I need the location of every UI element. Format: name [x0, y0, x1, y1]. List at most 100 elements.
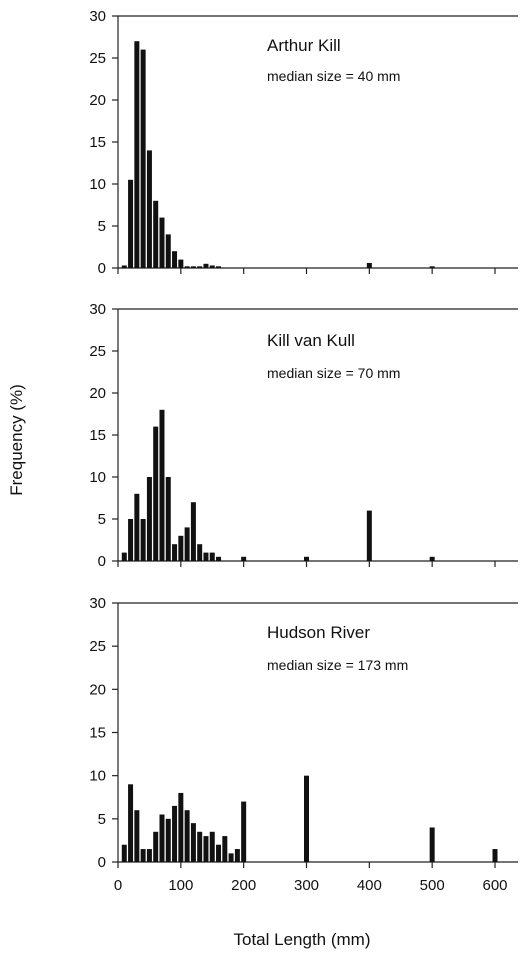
histogram-bar: [190, 266, 196, 268]
histogram-bar: [203, 836, 209, 862]
histogram-bar: [216, 266, 222, 268]
y-tick-label: 30: [89, 8, 106, 25]
histogram-bar: [216, 844, 222, 862]
median-annotation: median size = 70 mm: [267, 365, 400, 381]
panel-title: Kill van Kull: [267, 331, 355, 350]
histogram-bar: [197, 831, 203, 862]
x-tick-label: 500: [420, 877, 445, 894]
histogram-bar: [121, 265, 127, 268]
y-tick-label: 0: [98, 260, 106, 277]
x-axis-title: Total Length (mm): [234, 930, 371, 949]
histogram-bar: [190, 823, 196, 862]
histogram-bar: [134, 41, 140, 269]
y-tick-label: 0: [98, 553, 106, 570]
histogram-bar: [128, 784, 134, 862]
x-tick-label: 0: [114, 877, 122, 894]
histogram-bar: [234, 849, 240, 862]
histogram-bar: [178, 792, 184, 862]
y-tick-label: 5: [98, 811, 106, 828]
panel-1: 0 5 10 15 20 25 30 Kill van Kull median size = 7…: [89, 301, 518, 570]
histogram-bar: [209, 831, 215, 862]
y-tick-label: 25: [89, 343, 106, 360]
histogram-bar: [492, 849, 498, 862]
histogram-bar: [228, 853, 234, 862]
y-tick-label: 25: [89, 638, 106, 655]
histogram-bar: [184, 266, 190, 268]
y-tick-label: 20: [89, 681, 106, 698]
histogram-bar: [209, 265, 215, 268]
y-tick-label: 30: [89, 301, 106, 318]
y-tick-label: 15: [89, 427, 106, 444]
x-tick-label: 100: [168, 877, 193, 894]
histogram-bar: [222, 836, 228, 862]
y-tick-label: 25: [89, 50, 106, 67]
y-tick-label: 10: [89, 176, 106, 193]
histogram-bar: [172, 251, 178, 268]
histogram-bar: [429, 556, 435, 561]
histogram-bar: [304, 775, 309, 862]
panel-title: Hudson River: [267, 623, 370, 642]
histogram-bar: [178, 535, 184, 561]
y-tick-label: 15: [89, 725, 106, 742]
histogram-bar: [121, 844, 127, 862]
histogram-bar: [146, 150, 152, 268]
median-annotation: median size = 173 mm: [267, 657, 408, 673]
histogram-bar: [216, 556, 222, 561]
histogram-bar: [153, 426, 159, 561]
histogram-bar: [165, 818, 171, 862]
histogram-bar: [121, 552, 127, 561]
histogram-bar: [153, 200, 159, 268]
histogram-bar: [203, 263, 209, 268]
histogram-bar: [172, 805, 178, 862]
x-tick-label: 400: [357, 877, 382, 894]
histogram-bar: [146, 477, 152, 561]
histogram-bar: [134, 810, 140, 862]
histogram-bar: [134, 493, 140, 561]
histogram-bar: [140, 49, 146, 268]
histogram-bar: [190, 502, 196, 561]
histogram-bar: [165, 234, 171, 268]
panels: 0 5 10 15 20 25 30 Arthur Kill median size = 40 …: [89, 8, 518, 894]
histogram-bar: [429, 827, 435, 862]
y-axis-title: Frequency (%): [7, 384, 26, 495]
y-tick-label: 10: [89, 768, 106, 785]
histogram-bar: [366, 262, 372, 268]
y-tick-label: 20: [89, 92, 106, 109]
median-annotation: median size = 40 mm: [267, 68, 400, 84]
histogram-bar: [203, 552, 209, 561]
y-tick-label: 5: [98, 511, 106, 528]
histogram-bar: [146, 849, 152, 862]
histogram-bar: [159, 217, 165, 268]
histogram-bar: [153, 831, 159, 862]
histogram-bar: [209, 552, 215, 561]
histogram-bar: [165, 477, 171, 561]
panel-title: Arthur Kill: [267, 36, 341, 55]
histogram-bar: [140, 849, 146, 862]
x-tick-label: 300: [294, 877, 319, 894]
panel-0: 0 5 10 15 20 25 30 Arthur Kill median size = 40 …: [89, 8, 518, 277]
histogram-bar: [128, 519, 134, 561]
y-tick-label: 30: [89, 595, 106, 612]
histogram-bar: [429, 266, 435, 268]
y-tick-label: 15: [89, 134, 106, 151]
histogram-bar: [304, 556, 309, 561]
x-tick-label: 200: [231, 877, 256, 894]
histogram-bar: [241, 556, 247, 561]
y-tick-label: 5: [98, 218, 106, 235]
y-tick-label: 10: [89, 469, 106, 486]
histogram-bar: [159, 814, 165, 862]
histogram-bar: [366, 510, 372, 561]
histogram-bar: [197, 544, 203, 561]
histogram-bar: [184, 527, 190, 561]
histogram-bar: [241, 801, 247, 862]
histogram-bar: [184, 810, 190, 862]
histogram-bar: [197, 266, 203, 268]
histogram-bar: [178, 259, 184, 268]
histogram-bar: [140, 519, 146, 561]
y-tick-label: 0: [98, 854, 106, 871]
histogram-bar: [159, 409, 165, 561]
histogram-bar: [172, 544, 178, 561]
x-tick-label: 600: [482, 877, 507, 894]
